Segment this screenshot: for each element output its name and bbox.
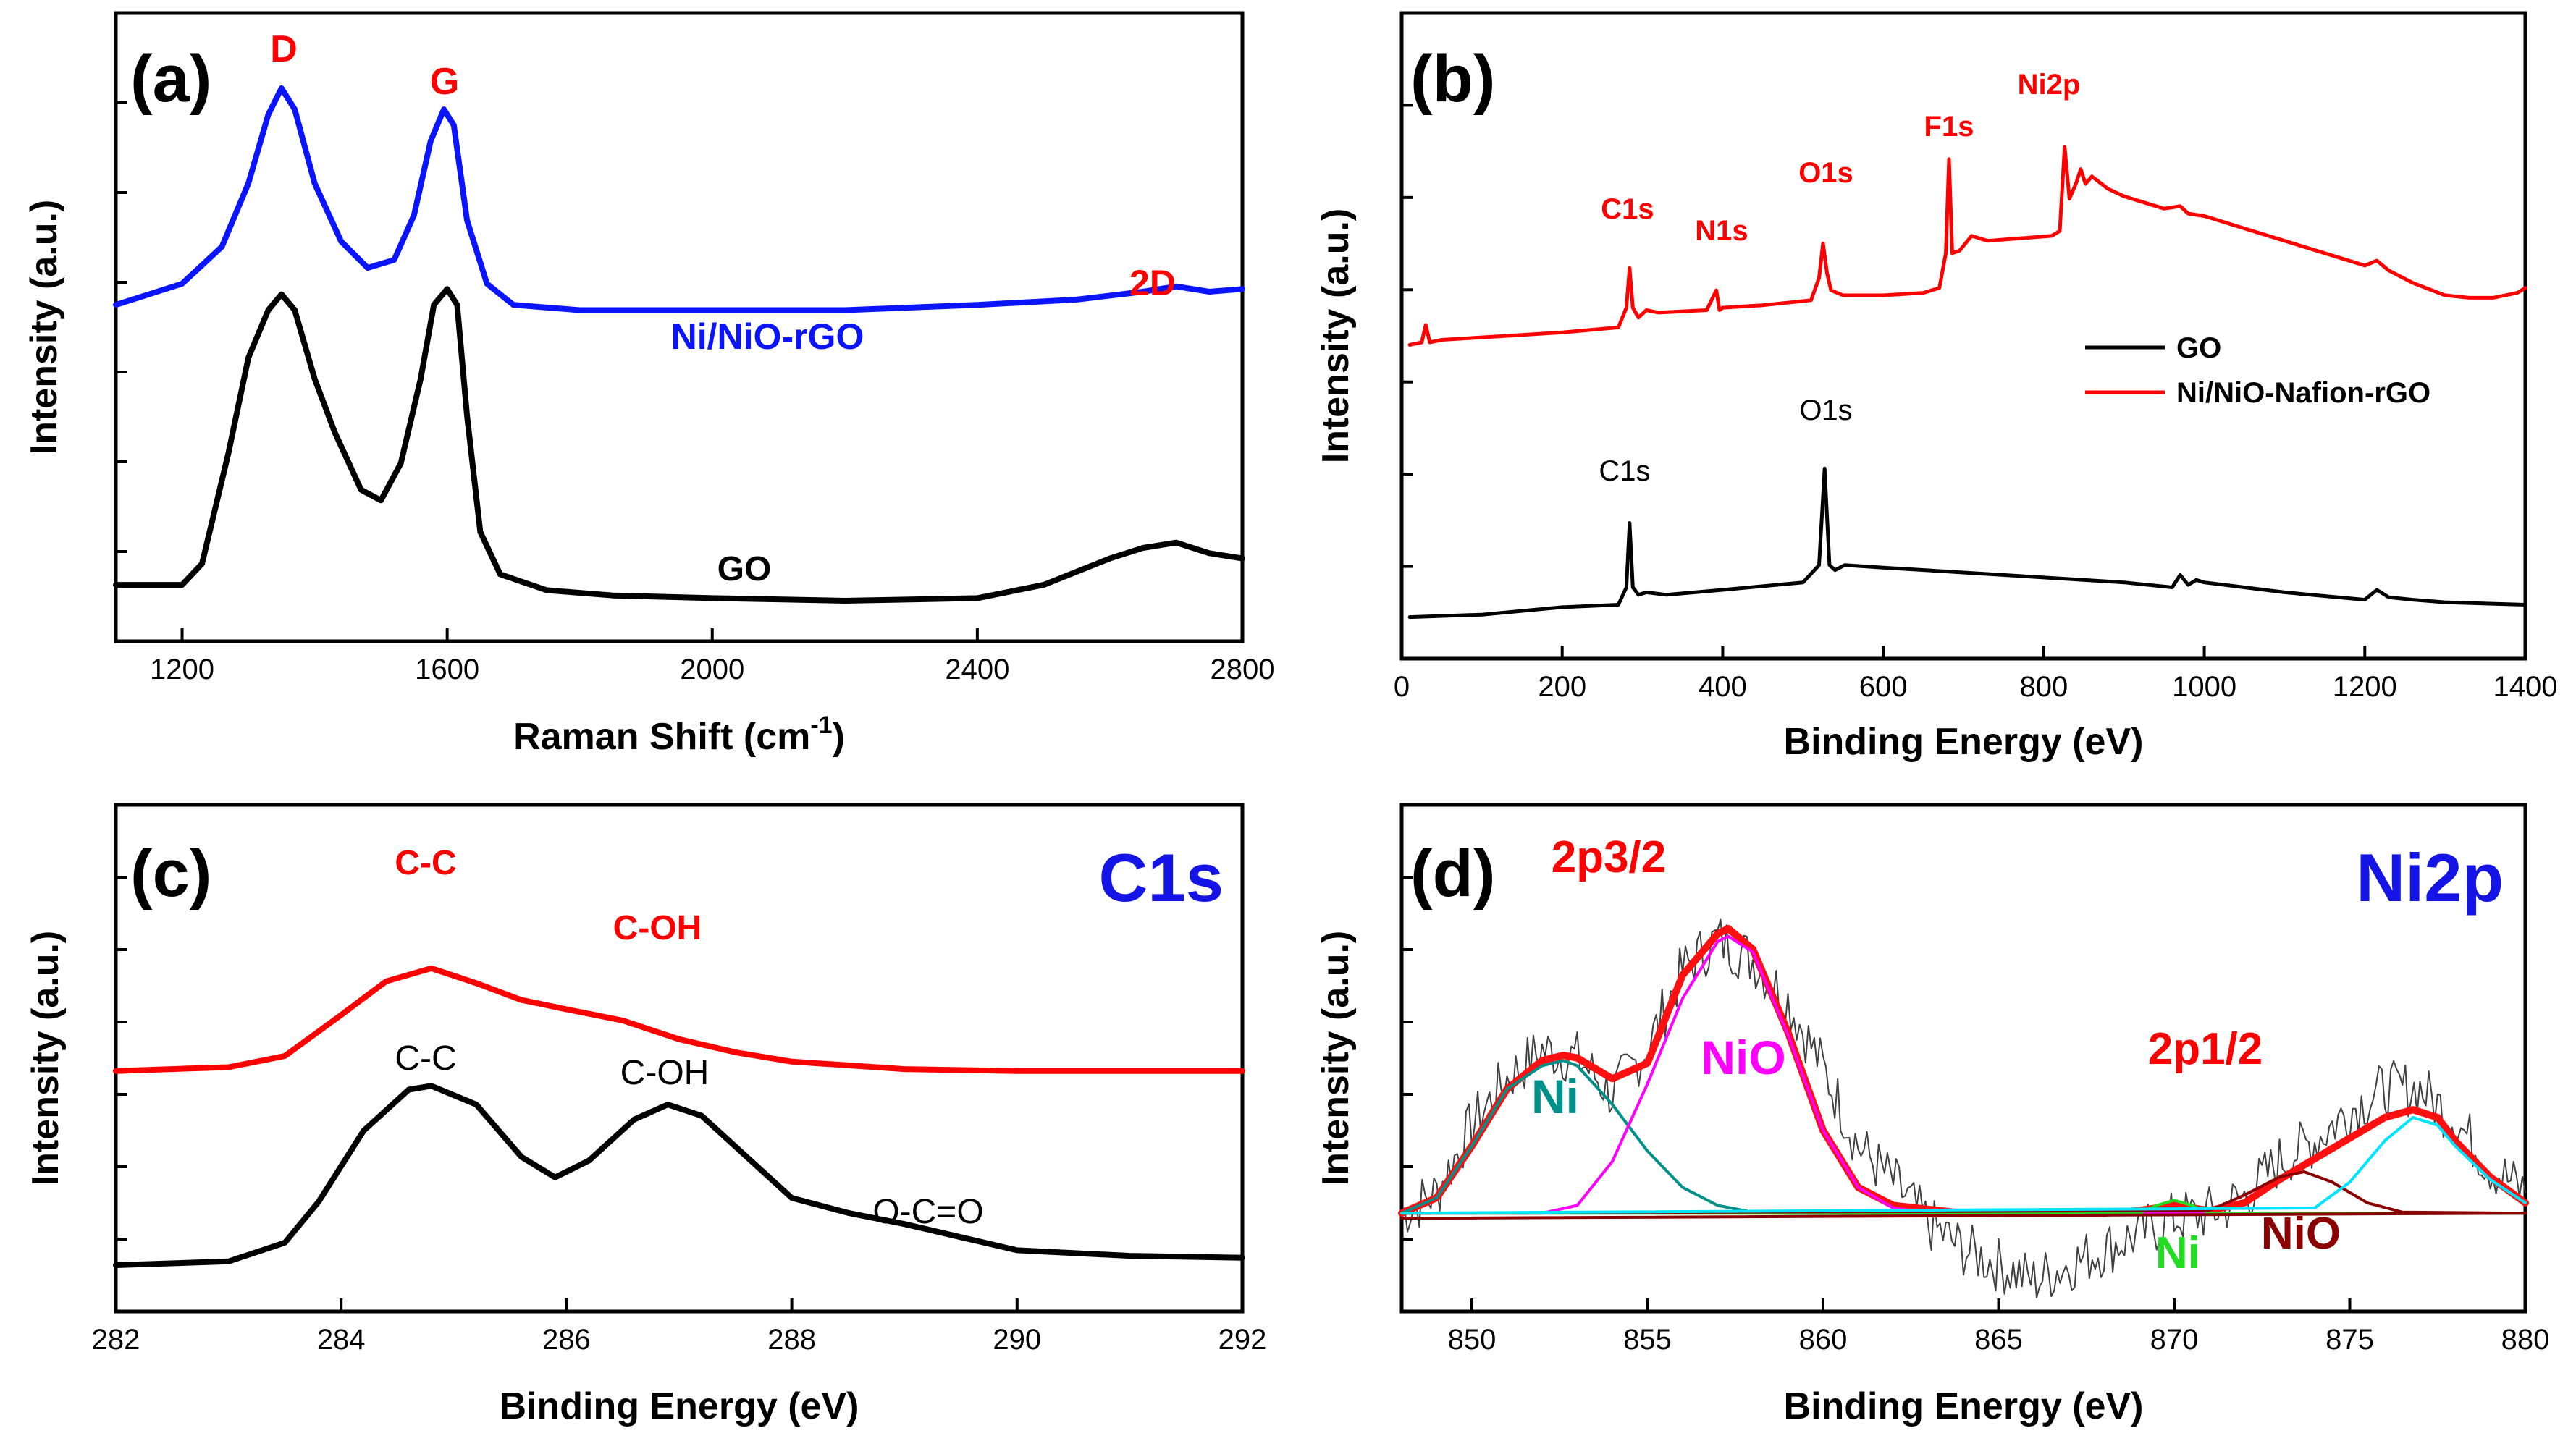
label-ni-nio-rgo: Ni/NiO-rGO — [671, 316, 864, 357]
legend-b: GO Ni/NiO-Nafion-rGO — [2085, 332, 2430, 409]
annotation-d: D — [270, 28, 298, 70]
x-axis-label-a: Raman Shift (cm-1) — [513, 711, 845, 758]
annotation-cc-red: C-C — [395, 844, 456, 882]
x-axis-label-b: Binding Energy (eV) — [1784, 721, 2144, 763]
x-axis-label-d: Binding Energy (eV) — [1784, 1385, 2144, 1427]
y-ticks-d — [1402, 876, 1413, 1241]
x-tick-label: 1400 — [2493, 671, 2558, 703]
x-ticks-d: 850 855 860 865 870 875 880 — [1448, 1298, 2550, 1356]
panel-title-ni2p: Ni2p — [2356, 840, 2504, 916]
annotation-nio-darkred: NiO — [2261, 1209, 2341, 1259]
x-tick-label: 286 — [542, 1324, 591, 1356]
series-go — [113, 286, 1245, 604]
annotation-f1s: F1s — [1924, 111, 1974, 143]
x-ticks-c: 282 284 286 288 290 292 — [92, 1298, 1267, 1356]
series-ni-nio-rgo — [113, 85, 1245, 313]
series-nio-2p3-2- — [1400, 934, 2527, 1215]
annotation-2p1-2: 2p1/2 — [2148, 1024, 2263, 1074]
annotation-n1s: N1s — [1695, 215, 1748, 247]
series-background — [1400, 1212, 2527, 1220]
panel-d: 850 855 860 865 870 875 880 (d) Ni2p Binding E… — [1315, 803, 2550, 1427]
annotation-nio-magenta: NiO — [1701, 1031, 1785, 1084]
x-tick-label: 200 — [1538, 671, 1586, 703]
legend-label-ni-nio-nafion-rgo: Ni/NiO-Nafion-rGO — [2176, 377, 2430, 409]
y-axis-label-d: Intensity (a.u.) — [1315, 931, 1357, 1186]
panel-label-d: (d) — [1410, 837, 1495, 911]
x-ticks-b: 0 200 400 600 800 1000 1200 1400 — [1394, 646, 2558, 703]
x-tick-label: 870 — [2150, 1324, 2199, 1356]
series-go — [113, 1083, 1245, 1268]
series-satellite — [1400, 1115, 2527, 1215]
y-ticks-b — [1402, 104, 1413, 568]
panel-title-c1s: C1s — [1099, 840, 1224, 916]
x-tick-label: 860 — [1799, 1324, 1848, 1356]
panel-label-c: (c) — [130, 837, 211, 911]
series-ni-nio-rgo — [113, 965, 1245, 1074]
annotation-o1s-black: O1s — [1799, 394, 1852, 426]
series-group-a — [113, 85, 1245, 604]
x-tick-label: 1000 — [2172, 671, 2236, 703]
x-tick-label: 288 — [767, 1324, 816, 1356]
label-go-a: GO — [717, 550, 772, 588]
annotation-coh-red: C-OH — [613, 909, 702, 947]
panel-b: 0 200 400 600 800 1000 1200 1400 (b) Binding En… — [1315, 11, 2558, 763]
y-ticks-c — [116, 876, 127, 1241]
panel-label-b: (b) — [1410, 42, 1495, 116]
x-tick-label: 600 — [1859, 671, 1908, 703]
annotation-c1s-black: C1s — [1599, 455, 1650, 487]
series-envelope — [1398, 925, 2529, 1217]
annotation-g: G — [430, 61, 459, 103]
legend-label-go: GO — [2176, 332, 2221, 364]
x-tick-label: 1600 — [415, 654, 479, 685]
series-group-d — [1398, 918, 2529, 1298]
series-nio-2p1-2- — [1400, 1170, 2527, 1215]
plot-frame-a — [114, 11, 1245, 643]
x-tick-label: 800 — [2019, 671, 2068, 703]
series-raw-data — [1401, 918, 2526, 1298]
annotation-2p3-2: 2p3/2 — [1552, 832, 1667, 882]
x-tick-label: 855 — [1623, 1324, 1672, 1356]
x-tick-label: 284 — [317, 1324, 366, 1356]
panel-label-a: (a) — [130, 42, 211, 116]
x-tick-label: 282 — [92, 1324, 140, 1356]
plot-frame-c — [114, 803, 1245, 1314]
series-group-c — [113, 965, 1245, 1268]
x-tick-label: 2800 — [1211, 654, 1275, 685]
x-tick-label: 2000 — [680, 654, 744, 685]
plot-frame-d — [1399, 803, 2527, 1314]
x-tick-label: 400 — [1699, 671, 1747, 703]
y-axis-label-c: Intensity (a.u.) — [25, 931, 67, 1186]
x-tick-label: 1200 — [2333, 671, 2397, 703]
plot-frame-b — [1399, 11, 2527, 661]
series-group-b — [1407, 145, 2527, 620]
annotation-ni-green: Ni — [2155, 1228, 2200, 1278]
y-ticks-a — [116, 101, 127, 553]
x-tick-label: 850 — [1448, 1324, 1497, 1356]
annotation-oco: O-C=O — [872, 1193, 983, 1231]
panel-c: 282 284 286 288 290 292 (c) C1s Binding Energ… — [25, 803, 1267, 1427]
annotation-ni-teal: Ni — [1531, 1070, 1579, 1123]
x-tick-label: 880 — [2501, 1324, 2550, 1356]
x-tick-label: 292 — [1218, 1324, 1267, 1356]
x-axis-label-c: Binding Energy (eV) — [500, 1385, 859, 1427]
x-tick-label: 290 — [993, 1324, 1041, 1356]
panel-a: 1200 1600 2000 2400 2800 (a) Raman Shift (cm… — [23, 11, 1274, 758]
annotation-cc-black: C-C — [395, 1039, 456, 1078]
x-tick-label: 865 — [1974, 1324, 2023, 1356]
annotation-ni2p: Ni2p — [2018, 69, 2081, 101]
series-ni-nio-nafion-rgo — [1407, 145, 2527, 347]
x-tick-label: 875 — [2325, 1324, 2374, 1356]
series-go — [1407, 466, 2527, 620]
annotation-coh-black: C-OH — [620, 1054, 710, 1092]
annotation-o1s-red: O1s — [1798, 157, 1853, 189]
y-axis-label-b: Intensity (a.u.) — [1315, 208, 1357, 463]
annotation-2d: 2D — [1129, 263, 1176, 303]
y-axis-label-a: Intensity (a.u.) — [23, 200, 65, 455]
annotation-c1s-red: C1s — [1601, 193, 1654, 225]
x-tick-label: 0 — [1394, 671, 1410, 703]
x-tick-label: 1200 — [150, 654, 214, 685]
x-ticks-a: 1200 1600 2000 2400 2800 — [150, 628, 1274, 685]
x-tick-label: 2400 — [945, 654, 1009, 685]
